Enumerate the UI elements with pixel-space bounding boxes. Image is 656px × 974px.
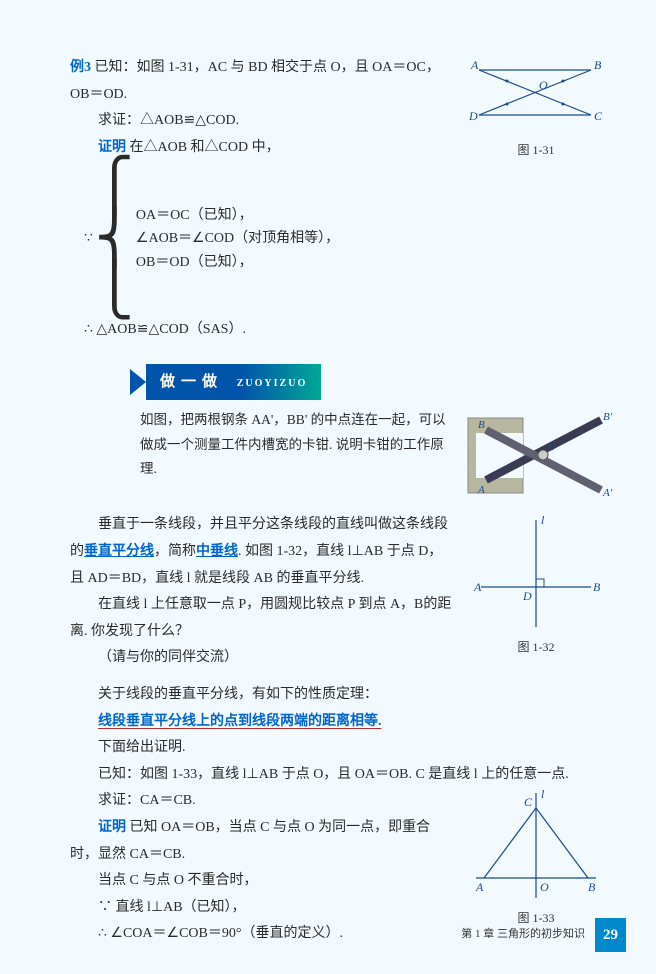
svg-text:A': A' [602, 487, 613, 499]
example-prove: 求证：△AOB≌△COD. [70, 108, 456, 135]
perp-p2: 在直线 l 上任意取一点 P，用圆规比较点 P 到点 A，B的距离. 你发现了什… [70, 592, 456, 645]
svg-text:D: D [522, 589, 532, 603]
chapter-label: 第 1 章 三角形的初步知识 [461, 924, 585, 945]
term-midperp: 中垂线 [196, 544, 238, 559]
fig-1-31-svg: A B C D O [461, 55, 611, 135]
proof-line-3: OB＝OD（已知）， [136, 251, 339, 275]
perp-p1b: ，简称 [154, 544, 196, 559]
proof-therefore: ∴ △AOB≌△COD（SAS）. [70, 317, 456, 344]
banner-triangle-icon [130, 369, 146, 395]
zuozuo-banner: 做一做 ZUOYIZUO [130, 364, 321, 401]
banner-sub: ZUOYIZUO [237, 378, 307, 389]
svg-text:A: A [477, 484, 485, 496]
svg-text:C: C [524, 795, 533, 809]
brace-icon: ⎧⎨⎩ [95, 161, 134, 317]
brace-reasoning: ∵ ⎧⎨⎩ OA＝OC（已知）， ∠AOB＝∠COD（对顶角相等）， OB＝OD… [84, 161, 456, 317]
svg-text:D: D [468, 109, 478, 123]
svg-text:B: B [593, 580, 601, 594]
svg-text:l: l [541, 788, 545, 801]
theorem-section: 关于线段的垂直平分线，有如下的性质定理： 线段垂直平分线上的点到线段两端的距离相… [70, 682, 616, 948]
svg-text:B': B' [603, 411, 613, 423]
zuozuo-figure: B A B' A' O [466, 408, 616, 498]
zuozuo-section: 如图，把两根钢条 AA'，BB' 的中点连在一起，可以做成一个测量工件内槽宽的卡… [70, 408, 616, 498]
svg-text:C: C [594, 109, 603, 123]
page-content: 例3 已知：如图 1-31，AC 与 BD 相交于点 O，且 OA＝OC，OB＝… [70, 55, 616, 948]
example-label: 例3 [70, 60, 91, 75]
proof-line-2: ∠AOB＝∠COD（对顶角相等）， [136, 227, 339, 251]
svg-text:O: O [540, 880, 549, 894]
fig-1-32-label: 图 1-32 [518, 640, 555, 654]
svg-text:B: B [478, 419, 485, 431]
zuozuo-text: 如图，把两根钢条 AA'，BB' 的中点连在一起，可以做成一个测量工件内槽宽的卡… [70, 408, 456, 481]
svg-text:B: B [588, 880, 596, 894]
theorem-given: 已知：如图 1-33，直线 l⊥AB 于点 O，且 OA＝OB. C 是直线 l… [70, 762, 616, 789]
term-perp-bisector: 垂直平分线 [84, 544, 154, 559]
svg-text:B: B [594, 58, 602, 72]
theorem-proof-2: 当点 C 与点 O 不重合时， [70, 868, 456, 895]
theorem-prove: 求证：CA＝CB. [70, 788, 456, 815]
fig-1-32-svg: A B D l [471, 512, 601, 632]
proof-intro: 在△AOB 和△COD 中， [130, 140, 280, 155]
svg-text:A: A [473, 580, 482, 594]
theorem-proof-4: ∴ ∠COA＝∠COB＝90°（垂直的定义）. [70, 921, 456, 948]
theorem-proof-label: 证明 [98, 820, 126, 835]
svg-text:O: O [548, 441, 556, 453]
fig-1-33-svg: A B C O l [466, 788, 606, 903]
proof-line-1: OA＝OC（已知）， [136, 204, 339, 228]
figure-1-32: A B D l 图 1-32 [456, 512, 616, 659]
page-number: 29 [595, 918, 626, 953]
example-text: 例3 已知：如图 1-31，AC 与 BD 相交于点 O，且 OA＝OC，OB＝… [70, 55, 456, 344]
perp-bisector-section: 垂直于一条线段，并且平分这条线段的直线叫做这条线段的垂直平分线，简称中垂线. 如… [70, 512, 616, 672]
svg-text:O: O [539, 78, 548, 92]
fig-1-31-label: 图 1-31 [518, 143, 555, 157]
perp-p3: （请与你的同伴交流） [70, 645, 456, 672]
svg-text:A: A [475, 880, 484, 894]
example-given: 已知：如图 1-31，AC 与 BD 相交于点 O，且 OA＝OC，OB＝OD. [70, 60, 440, 102]
svg-text:l: l [541, 513, 545, 527]
figure-1-33: A B C O l 图 1-33 [456, 788, 616, 930]
theorem-statement: 线段垂直平分线上的点到线段两端的距离相等. [98, 714, 382, 729]
banner-text: 做一做 [160, 374, 223, 390]
theorem-intro: 关于线段的垂直平分线，有如下的性质定理： [70, 682, 616, 709]
page-footer: 第 1 章 三角形的初步知识 29 [461, 918, 626, 953]
proof-label: 证明 [98, 140, 126, 155]
figure-1-31: A B C D O 图 1-31 [456, 55, 616, 162]
because-symbol: ∵ [84, 226, 93, 253]
perp-text: 垂直于一条线段，并且平分这条线段的直线叫做这条线段的垂直平分线，简称中垂线. 如… [70, 512, 456, 672]
theorem-below: 下面给出证明. [70, 735, 616, 762]
theorem-proof-3: ∵ 直线 l⊥AB（已知）， [70, 895, 456, 922]
example-3: 例3 已知：如图 1-31，AC 与 BD 相交于点 O，且 OA＝OC，OB＝… [70, 55, 616, 344]
svg-text:A: A [470, 58, 479, 72]
